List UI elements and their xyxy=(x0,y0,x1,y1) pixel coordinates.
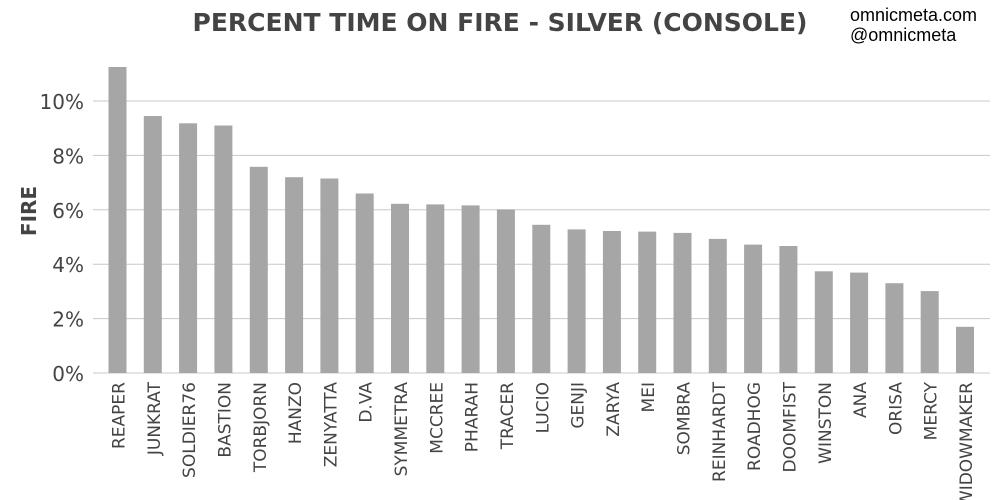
bars xyxy=(108,67,974,373)
x-tick-label: GENJI xyxy=(569,382,589,429)
bar-reinhardt xyxy=(708,238,727,373)
x-tick-label: LUCIO xyxy=(533,382,553,433)
x-tick-label: MEI xyxy=(639,382,659,412)
bar-winston xyxy=(814,271,833,373)
x-tick-label: HANZO xyxy=(286,382,306,444)
bar-doomfist xyxy=(779,246,798,373)
bar-orisa xyxy=(885,283,904,373)
x-tick-label: DOOMFIST xyxy=(780,381,800,472)
x-tick-label: MCCREE xyxy=(427,382,447,454)
bar-pharah xyxy=(461,205,480,373)
bar-bastion xyxy=(214,125,233,373)
y-axis-ticks: 0% 2% 4% 6% 8% 10% xyxy=(40,90,84,386)
x-tick-label: REAPER xyxy=(110,382,130,449)
bar-sombra xyxy=(673,232,692,373)
bar-zarya xyxy=(602,231,621,373)
bar-hanzo xyxy=(285,177,304,373)
bar-roadhog xyxy=(744,244,763,373)
x-tick-label: PHARAH xyxy=(463,382,483,452)
watermark-site: omnicmeta.com xyxy=(850,5,977,25)
bar-reaper xyxy=(108,67,127,373)
bar-ana xyxy=(850,272,869,373)
watermark-handle: @omnicmeta xyxy=(850,25,957,45)
x-tick-label: TORBJORN xyxy=(251,382,271,473)
bar-genji xyxy=(567,229,586,373)
x-tick-label: JUNKRAT xyxy=(145,381,165,456)
bar-lucio xyxy=(532,224,551,373)
chart-title: PERCENT TIME ON FIRE - SILVER (CONSOLE) xyxy=(193,8,808,37)
x-tick-label: BASTION xyxy=(215,382,235,458)
x-tick-label: D.VA xyxy=(357,382,377,423)
x-tick-label: MERCY xyxy=(922,381,942,440)
x-tick-label: ZENYATTA xyxy=(321,382,341,468)
x-tick-label: SOLDIER76 xyxy=(180,382,200,478)
bar-torbjorn xyxy=(249,166,268,373)
bar-symmetra xyxy=(391,203,409,373)
bar-mercy xyxy=(920,291,939,373)
x-tick-label: SOMBRA xyxy=(675,382,695,456)
x-axis-labels: REAPER JUNKRAT SOLDIER76 BASTION TORBJORN HAN… xyxy=(110,381,978,500)
y-tick-label: 8% xyxy=(52,144,84,168)
bar-mei xyxy=(638,231,657,373)
x-tick-label: ROADHOG xyxy=(745,382,765,471)
bar-soldier76 xyxy=(179,123,198,373)
bar-junkrat xyxy=(143,116,162,373)
x-tick-label: SYMMETRA xyxy=(392,382,412,477)
bar-zenyatta xyxy=(320,178,339,373)
x-tick-label: TRACER xyxy=(498,382,518,450)
y-tick-label: 0% xyxy=(52,362,84,386)
bar-mccree xyxy=(426,204,445,373)
bar-tracer xyxy=(496,209,515,373)
y-tick-label: 2% xyxy=(52,308,84,332)
bar-widowmaker xyxy=(956,326,974,373)
x-tick-label: ORISA xyxy=(886,382,906,435)
x-tick-label: ANA xyxy=(851,382,871,418)
x-tick-label: WIDOWMAKER xyxy=(957,382,977,500)
x-tick-label: REINHARDT xyxy=(710,381,730,482)
y-axis-label: FIRE xyxy=(17,186,41,236)
bar-d-va xyxy=(355,193,374,373)
x-tick-label: ZARYA xyxy=(604,382,624,437)
y-tick-label: 4% xyxy=(52,253,84,277)
x-tick-label: WINSTON xyxy=(816,382,836,464)
y-tick-label: 10% xyxy=(40,90,84,114)
y-tick-label: 6% xyxy=(52,199,84,223)
